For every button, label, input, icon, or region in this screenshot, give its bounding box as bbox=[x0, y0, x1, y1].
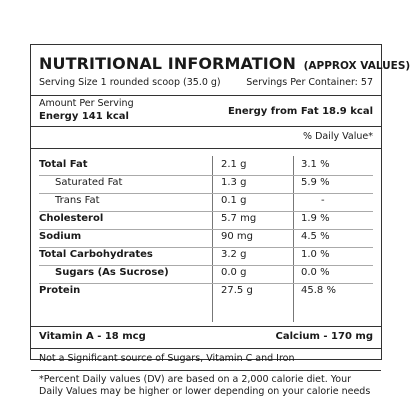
row-divider bbox=[39, 229, 373, 230]
nutrient-name: Total Fat bbox=[39, 159, 88, 170]
row-divider bbox=[39, 265, 373, 266]
nutrient-row-cholesterol: Cholesterol 5.7 mg 1.9 % bbox=[31, 213, 381, 230]
nutrient-dv: 1.9 % bbox=[301, 213, 330, 224]
amount-per-serving-section: Amount Per Serving Energy 141 kcal Energ… bbox=[31, 95, 381, 127]
nutrient-amount: 1.3 g bbox=[221, 177, 247, 188]
nutrient-amount: 90 mg bbox=[221, 231, 253, 242]
row-divider bbox=[39, 283, 373, 284]
not-significant-text: Not a Significant source of Sugars, Vita… bbox=[39, 353, 295, 364]
nutrient-row-sugars: Sugars (As Sucrose) 0.0 g 0.0 % bbox=[31, 267, 381, 284]
nutrient-dv: 45.8 % bbox=[301, 285, 336, 296]
serving-size: Serving Size 1 rounded scoop (35.0 g) bbox=[39, 77, 221, 88]
nutrient-row-sodium: Sodium 90 mg 4.5 % bbox=[31, 231, 381, 248]
row-divider bbox=[39, 175, 373, 176]
nutrient-row-protein: Protein 27.5 g 45.8 % bbox=[31, 285, 381, 300]
energy-value: Energy 141 kcal bbox=[39, 111, 129, 122]
vitamin-a: Vitamin A - 18 mcg bbox=[39, 331, 146, 342]
nutrient-row-total-carbohydrates: Total Carbohydrates 3.2 g 1.0 % bbox=[31, 249, 381, 266]
nutrient-amount: 3.2 g bbox=[221, 249, 247, 260]
calcium: Calcium - 170 mg bbox=[275, 331, 373, 342]
column-divider bbox=[293, 156, 294, 322]
servings-per-container: Servings Per Container: 57 bbox=[246, 77, 373, 88]
nutrient-dv: 4.5 % bbox=[301, 231, 330, 242]
row-divider bbox=[39, 211, 373, 212]
panel-title: NUTRITIONAL INFORMATION (APPROX VALUES) bbox=[39, 54, 410, 73]
header-section: NUTRITIONAL INFORMATION (APPROX VALUES) … bbox=[31, 45, 410, 96]
nutrient-row-saturated-fat: Saturated Fat 1.3 g 5.9 % bbox=[31, 177, 381, 194]
daily-value-header: % Daily Value* bbox=[31, 126, 381, 149]
nutrient-name: Protein bbox=[39, 285, 81, 296]
title-suffix: (APPROX VALUES) bbox=[303, 60, 411, 72]
nutrient-amount: 5.7 mg bbox=[221, 213, 257, 224]
nutrient-row-trans-fat: Trans Fat 0.1 g - bbox=[31, 195, 381, 212]
nutrient-name: Sugars (As Sucrose) bbox=[55, 267, 169, 278]
column-divider bbox=[212, 156, 213, 322]
title-main: NUTRITIONAL INFORMATION bbox=[39, 54, 296, 73]
nutrient-dv: 1.0 % bbox=[301, 249, 330, 260]
nutrient-amount: 27.5 g bbox=[221, 285, 253, 296]
amount-per-serving-label: Amount Per Serving bbox=[39, 98, 134, 109]
nutrient-amount: 2.1 g bbox=[221, 159, 247, 170]
nutrient-name: Saturated Fat bbox=[55, 177, 123, 188]
row-divider bbox=[39, 193, 373, 194]
nutrient-name: Total Carbohydrates bbox=[39, 249, 153, 260]
nutrient-name: Trans Fat bbox=[55, 195, 100, 206]
nutrient-dv: 3.1 % bbox=[301, 159, 330, 170]
nutrient-dv: - bbox=[321, 195, 325, 206]
nutrient-name: Cholesterol bbox=[39, 213, 104, 224]
nutrition-facts-panel: NUTRITIONAL INFORMATION (APPROX VALUES) … bbox=[30, 44, 410, 397]
energy-from-fat: Energy from Fat 18.9 kcal bbox=[227, 106, 373, 117]
nutrient-table: Total Fat 2.1 g 3.1 % Saturated Fat 1.3 … bbox=[31, 148, 381, 327]
daily-value-header-label: % Daily Value* bbox=[303, 131, 373, 142]
footnote: *Percent Daily values (DV) are based on … bbox=[39, 374, 371, 397]
nutrient-dv: 0.0 % bbox=[301, 267, 330, 278]
nutrient-amount: 0.1 g bbox=[221, 195, 247, 206]
row-divider bbox=[39, 247, 373, 248]
nutrient-dv: 5.9 % bbox=[301, 177, 330, 188]
vitamins-section: Vitamin A - 18 mcg Calcium - 170 mg bbox=[31, 326, 381, 349]
nutrient-row-total-fat: Total Fat 2.1 g 3.1 % bbox=[31, 159, 381, 176]
nutrient-amount: 0.0 g bbox=[221, 267, 247, 278]
not-significant-section: Not a Significant source of Sugars, Vita… bbox=[31, 348, 381, 371]
nutrient-name: Sodium bbox=[39, 231, 82, 242]
